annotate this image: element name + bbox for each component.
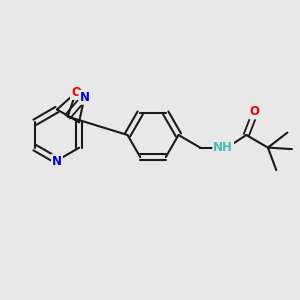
Text: O: O [250, 105, 260, 119]
Text: O: O [71, 86, 81, 99]
Text: NH: NH [213, 141, 233, 154]
Text: N: N [80, 91, 89, 104]
Text: N: N [52, 154, 62, 168]
